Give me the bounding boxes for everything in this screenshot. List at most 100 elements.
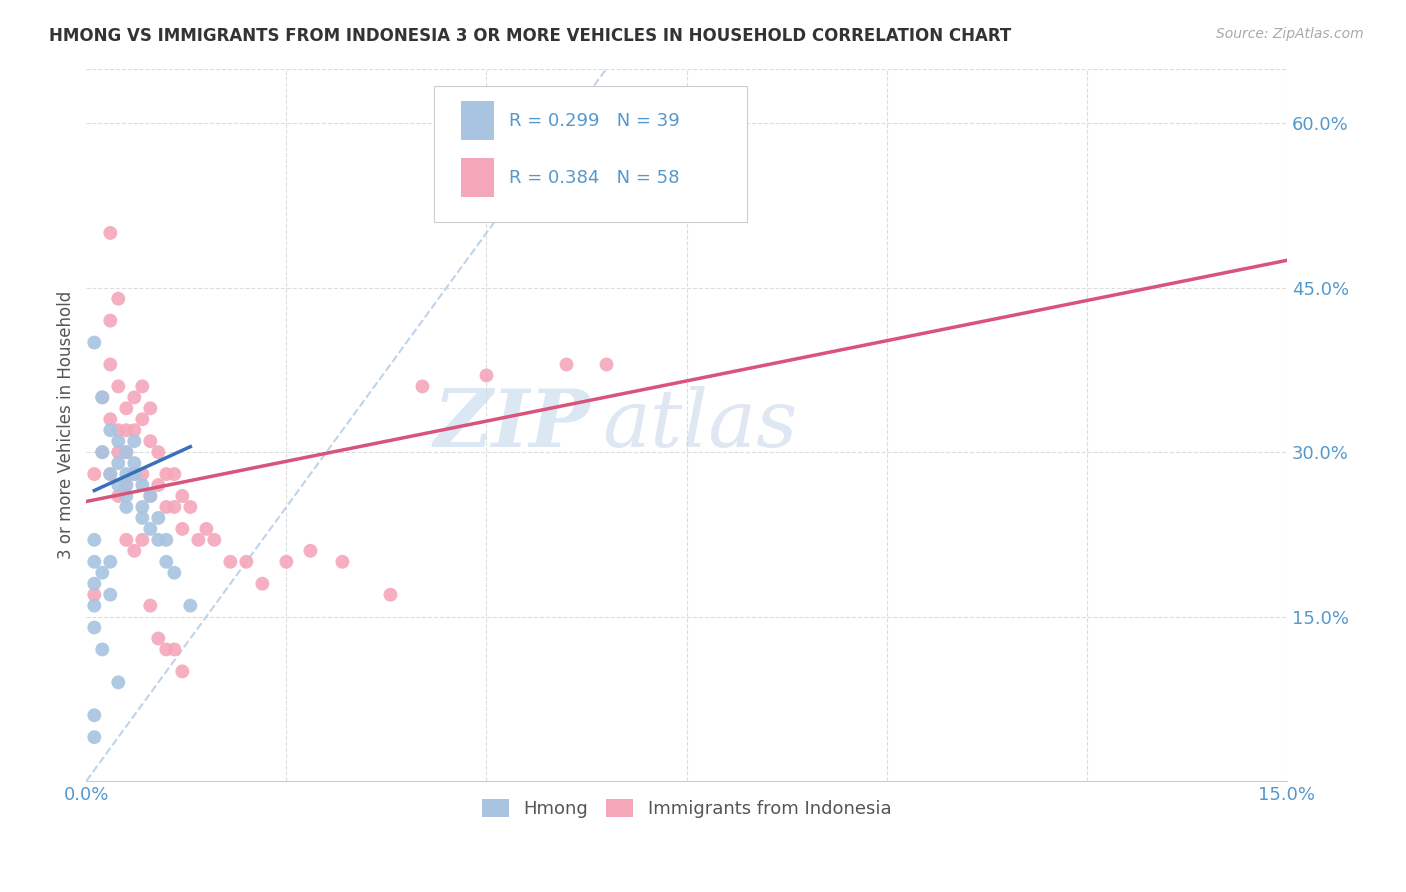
Point [155, 642, 177, 657]
Point [219, 555, 242, 569]
Point [115, 478, 138, 492]
Point [131, 533, 153, 547]
Point [155, 533, 177, 547]
Point [115, 478, 138, 492]
Point [299, 544, 322, 558]
Point [124, 423, 146, 437]
Point [155, 555, 177, 569]
Bar [461, 158, 495, 197]
Point [124, 390, 146, 404]
Point [332, 555, 354, 569]
Point [124, 456, 146, 470]
Point [98, 423, 121, 437]
Point [131, 412, 153, 426]
Y-axis label: 3 or more Vehicles in Household: 3 or more Vehicles in Household [58, 291, 75, 559]
Point [91, 390, 114, 404]
Point [107, 478, 129, 492]
Point [107, 434, 129, 449]
Point [139, 434, 162, 449]
Point [124, 467, 146, 481]
Point [91, 445, 114, 459]
Point [115, 489, 138, 503]
Point [155, 467, 177, 481]
Point [131, 478, 153, 492]
Point [475, 368, 498, 383]
Point [91, 566, 114, 580]
Point [131, 500, 153, 514]
Text: R = 0.384   N = 58: R = 0.384 N = 58 [509, 169, 679, 186]
Point [139, 599, 162, 613]
Point [107, 456, 129, 470]
Point [98, 588, 121, 602]
Point [163, 642, 186, 657]
Point [83, 335, 105, 350]
Point [98, 313, 121, 327]
Point [98, 412, 121, 426]
Text: HMONG VS IMMIGRANTS FROM INDONESIA 3 OR MORE VEHICLES IN HOUSEHOLD CORRELATION C: HMONG VS IMMIGRANTS FROM INDONESIA 3 OR … [49, 27, 1011, 45]
Text: R = 0.299   N = 39: R = 0.299 N = 39 [509, 112, 679, 129]
Point [172, 489, 194, 503]
Point [107, 379, 129, 393]
Point [555, 358, 578, 372]
Point [115, 423, 138, 437]
Point [107, 423, 129, 437]
Text: ZIP: ZIP [433, 386, 591, 464]
Point [83, 576, 105, 591]
Text: Source: ZipAtlas.com: Source: ZipAtlas.com [1216, 27, 1364, 41]
Point [179, 500, 201, 514]
Point [83, 621, 105, 635]
Point [148, 478, 170, 492]
Point [98, 226, 121, 240]
Point [83, 730, 105, 744]
FancyBboxPatch shape [434, 87, 747, 222]
Point [155, 500, 177, 514]
Point [148, 511, 170, 525]
Point [98, 358, 121, 372]
Point [163, 467, 186, 481]
Point [115, 401, 138, 416]
Point [131, 379, 153, 393]
Point [148, 445, 170, 459]
Point [83, 467, 105, 481]
Point [107, 292, 129, 306]
Point [252, 576, 274, 591]
Point [148, 533, 170, 547]
Point [124, 544, 146, 558]
Point [411, 379, 433, 393]
Point [91, 445, 114, 459]
Point [91, 390, 114, 404]
Point [139, 489, 162, 503]
Point [107, 675, 129, 690]
Point [98, 467, 121, 481]
Point [172, 522, 194, 536]
Point [115, 533, 138, 547]
Point [91, 642, 114, 657]
Point [202, 533, 225, 547]
Point [115, 467, 138, 481]
Point [163, 566, 186, 580]
Point [195, 522, 218, 536]
Point [139, 401, 162, 416]
Point [172, 665, 194, 679]
Point [124, 467, 146, 481]
Point [107, 489, 129, 503]
Point [115, 445, 138, 459]
Bar [461, 101, 495, 140]
Point [131, 511, 153, 525]
Point [235, 555, 257, 569]
Point [83, 599, 105, 613]
Point [115, 500, 138, 514]
Point [131, 467, 153, 481]
Point [124, 434, 146, 449]
Point [163, 500, 186, 514]
Point [98, 467, 121, 481]
Point [83, 533, 105, 547]
Point [83, 555, 105, 569]
Legend: Hmong, Immigrants from Indonesia: Hmong, Immigrants from Indonesia [475, 791, 898, 825]
Point [83, 708, 105, 723]
Point [139, 522, 162, 536]
Point [179, 599, 201, 613]
Point [380, 588, 402, 602]
Point [139, 489, 162, 503]
Text: atlas: atlas [603, 386, 797, 464]
